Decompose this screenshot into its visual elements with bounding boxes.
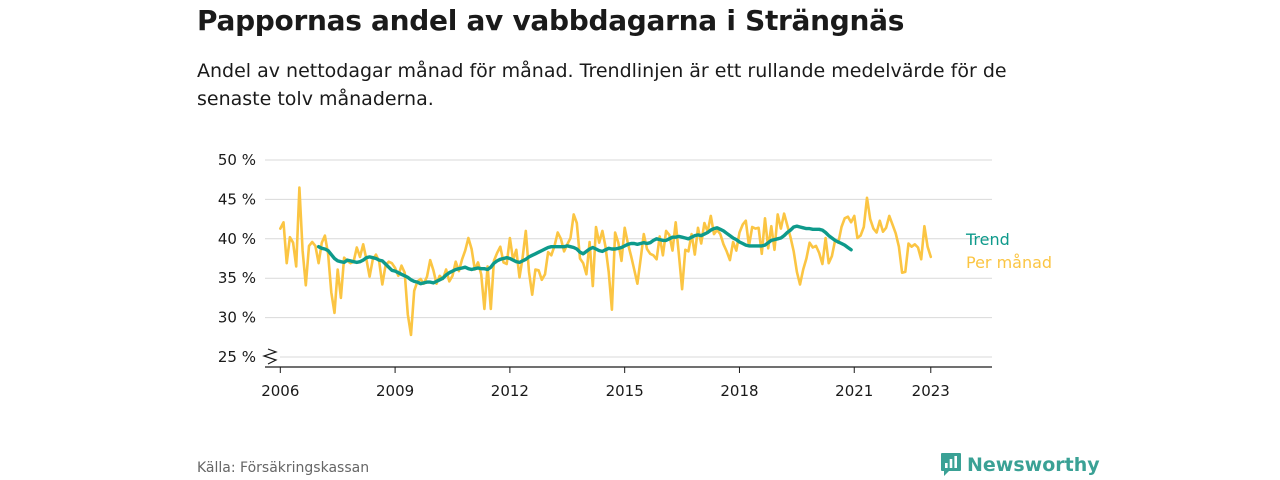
- y-tick-label: 45 %: [218, 190, 256, 208]
- y-tick-label: 35 %: [218, 269, 256, 287]
- source-note: Källa: Försäkringskassan: [197, 460, 370, 476]
- y-tick-label: 30 %: [218, 309, 256, 327]
- legend-label-trend: Trend: [965, 230, 1010, 249]
- x-tick-label: 2012: [491, 382, 529, 400]
- x-tick-label: 2018: [720, 382, 758, 400]
- x-tick-label: 2021: [835, 382, 873, 400]
- brand-logo[interactable]: Newsworthy: [940, 452, 1100, 478]
- legend-label-per-manad: Per månad: [966, 253, 1052, 272]
- x-tick-label: 2006: [261, 382, 299, 400]
- chart-subtitle: Andel av nettodagar månad för månad. Tre…: [197, 60, 1007, 110]
- x-tick-label: 2015: [606, 382, 644, 400]
- axis-break-icon: [262, 348, 278, 365]
- y-tick-label: 50 %: [218, 151, 256, 169]
- series-line-per-manad: [279, 186, 933, 337]
- y-tick-label: 40 %: [218, 230, 256, 248]
- y-tick-label: 25 %: [218, 348, 256, 366]
- newsworthy-logo-icon: [941, 453, 961, 476]
- brand-name: Newsworthy: [967, 454, 1100, 476]
- chart-title: Pappornas andel av vabbdagarna i Strängn…: [197, 4, 905, 37]
- x-tick-label: 2023: [912, 382, 950, 400]
- series-line-trend: [316, 224, 853, 286]
- x-tick-label: 2009: [376, 382, 414, 400]
